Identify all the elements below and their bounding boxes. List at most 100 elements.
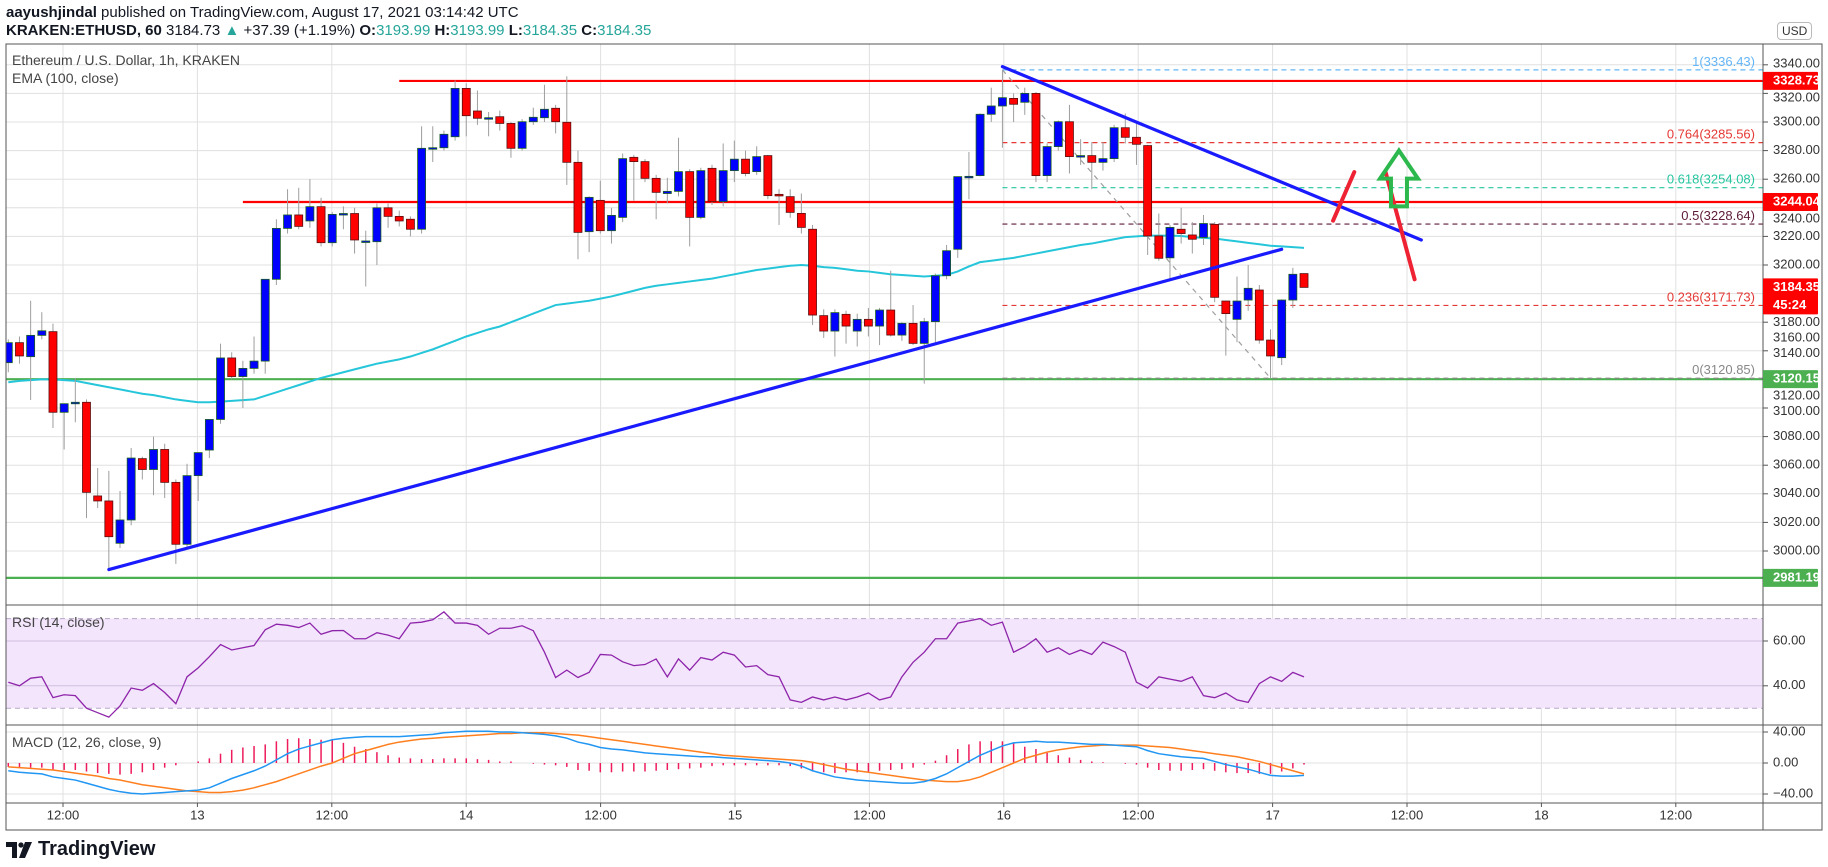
candle [294, 187, 304, 230]
candle-body [327, 213, 337, 244]
candle [439, 130, 449, 151]
candle [1154, 213, 1164, 261]
low-label: L: [508, 22, 523, 39]
candle-body [551, 107, 561, 123]
author-name[interactable]: aayushjindal [6, 4, 97, 21]
rsi-line [8, 611, 1305, 718]
chart-frame [5, 43, 1823, 831]
candle-body [204, 419, 214, 451]
candle-body [149, 449, 158, 470]
candle [651, 174, 661, 220]
candle-body [752, 156, 762, 173]
candle-body [1154, 235, 1164, 259]
candle [830, 309, 840, 357]
price-tick-label: 3340.00 [1773, 55, 1820, 70]
candle [260, 278, 270, 374]
candle-body [1065, 121, 1074, 158]
tradingview-logo[interactable]: TradingView [6, 838, 155, 861]
candle [6, 339, 13, 373]
candle [93, 468, 103, 509]
price-tick-label: 3020.00 [1773, 514, 1820, 529]
candle [149, 436, 158, 496]
candle [15, 336, 24, 364]
candle [763, 154, 773, 200]
candle [1187, 222, 1197, 254]
fib-level-label: 1(3336.43) [1692, 54, 1755, 69]
candle [59, 403, 69, 450]
candle [998, 69, 1007, 148]
candle [473, 90, 482, 125]
candle [908, 305, 918, 346]
candle [528, 107, 538, 125]
candle [796, 193, 806, 234]
candle-body [908, 322, 918, 344]
candle-body [305, 206, 315, 222]
macd-signal-line [8, 732, 1305, 794]
candle [942, 244, 951, 280]
candle-body [227, 357, 237, 377]
candle [640, 159, 650, 183]
candle-body [662, 190, 672, 194]
candle-body [942, 250, 951, 277]
candle [819, 309, 829, 338]
fib-level-label: 0.236(3171.73) [1667, 289, 1755, 304]
candle-body [1109, 127, 1119, 160]
candle-body [1243, 287, 1253, 301]
candle [1266, 329, 1275, 379]
symbol-label: KRAKEN:ETHUSD, 60 [6, 22, 162, 39]
candle-body [729, 158, 739, 172]
candle [785, 189, 795, 218]
candle-body [528, 116, 538, 123]
level-price-tag-text: 3120.15 [1773, 371, 1820, 386]
candle [1076, 139, 1086, 165]
last-price: 3184.73 [166, 22, 221, 39]
candle-body [461, 87, 471, 117]
candle [562, 76, 572, 185]
candle-body [1277, 299, 1287, 359]
candle [126, 448, 136, 526]
hand-drawn-stroke [1331, 170, 1357, 223]
candle-body [852, 318, 862, 332]
candle-body [15, 342, 24, 357]
candle-body [249, 360, 259, 369]
time-tick-label: 12:00 [1391, 807, 1424, 822]
candle [283, 189, 292, 234]
candle [852, 313, 862, 347]
candle-body [875, 309, 884, 327]
candle-body [1288, 273, 1298, 301]
candle-body [763, 155, 773, 197]
candle [1299, 273, 1309, 288]
candle [1210, 222, 1220, 303]
candle [316, 197, 326, 247]
price-tick-label: 3240.00 [1773, 210, 1820, 225]
symbol-info: KRAKEN:ETHUSD, 60 3184.73 ▲ +37.39 (+1.1… [6, 22, 651, 39]
candle-body [540, 108, 549, 119]
candle-body [640, 161, 650, 179]
level-price-tag [1763, 370, 1818, 389]
candle [249, 336, 259, 374]
candle-body [6, 342, 13, 364]
candle [227, 352, 237, 380]
candle [137, 456, 147, 480]
candle [450, 80, 460, 141]
price-change: +37.39 (+1.19%) [243, 22, 356, 39]
candle [607, 207, 616, 244]
currency-badge[interactable]: USD [1777, 22, 1813, 40]
time-tick-label: 12:00 [853, 807, 886, 822]
rsi-legend: RSI (14, close) [12, 614, 105, 630]
time-tick-label: 18 [1534, 807, 1548, 822]
candle [1254, 285, 1264, 344]
candle [662, 177, 672, 204]
candle-body [607, 214, 616, 232]
candle [37, 312, 47, 340]
candle-body [473, 110, 482, 119]
fib-level-label: 0.618(3254.08) [1667, 172, 1755, 187]
up-arrow-icon [1376, 147, 1422, 209]
candle [774, 189, 784, 225]
rsi-tick-label: 60.00 [1773, 632, 1806, 647]
candle [1031, 91, 1041, 183]
candle [461, 83, 471, 137]
candle-body [685, 171, 695, 218]
candle-body [707, 167, 717, 203]
